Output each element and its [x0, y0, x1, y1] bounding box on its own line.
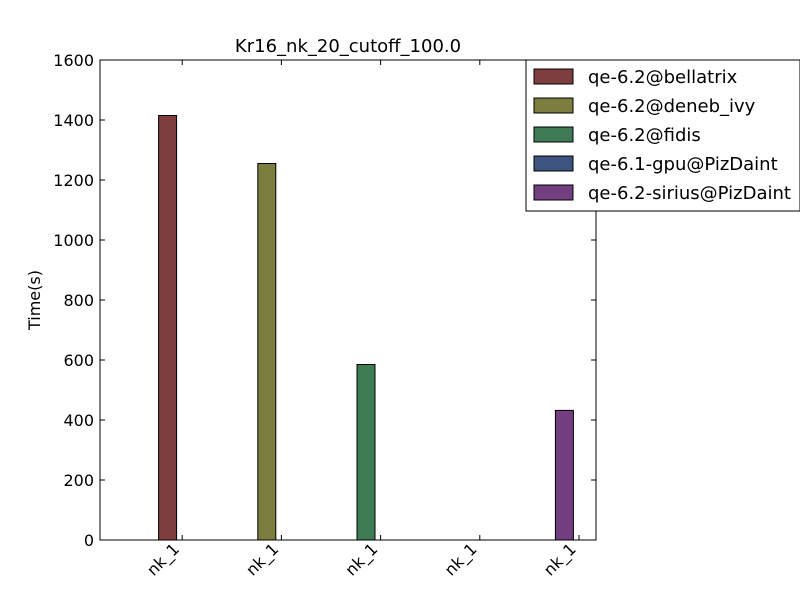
legend-entry-label: qe-6.2@deneb_ivy [588, 96, 756, 117]
legend-entry-label: qe-6.2@fidis [588, 125, 701, 146]
legend-swatch [533, 184, 574, 201]
y-tick-label: 1600 [53, 51, 94, 70]
bar [257, 163, 277, 541]
y-axis-label: Time(s) [25, 270, 44, 331]
tick-labels-group: 0 200 400 600 800 1000 1200 1400 1600 nk_1 nk_1 nk_… [53, 51, 580, 580]
x-tick-label: nk_1 [242, 539, 283, 580]
legend-entry-label: qe-6.1-gpu@PizDaint [588, 154, 778, 175]
y-tick-label: 400 [63, 411, 94, 430]
y-tick-label: 200 [63, 471, 94, 490]
bar [356, 364, 376, 541]
legend-swatch [533, 155, 574, 172]
y-tick-label: 800 [63, 291, 94, 310]
x-tick-label: nk_1 [143, 539, 184, 580]
bar [158, 115, 178, 541]
bars-group [158, 115, 574, 541]
legend-entry-label: qe-6.2-sirius@PizDaint [588, 183, 791, 204]
legend-swatch [533, 126, 574, 143]
chart-title: Kr16_nk_20_cutoff_100.0 [235, 36, 461, 57]
y-tick-label: 1400 [53, 111, 94, 130]
y-tick-label: 0 [84, 531, 94, 550]
x-tick-label: nk_1 [540, 539, 581, 580]
y-tick-label: 1000 [53, 231, 94, 250]
bar [554, 409, 574, 541]
y-tick-label: 1200 [53, 171, 94, 190]
legend-entry-label: qe-6.2@bellatrix [588, 67, 738, 88]
x-tick-label: nk_1 [441, 539, 482, 580]
legend: qe-6.2@bellatrix qe-6.2@deneb_ivy qe-6.2@f… [525, 59, 800, 212]
x-tick-label: nk_1 [341, 539, 382, 580]
y-tick-label: 600 [63, 351, 94, 370]
legend-swatch [533, 97, 574, 114]
legend-swatch [533, 68, 574, 85]
